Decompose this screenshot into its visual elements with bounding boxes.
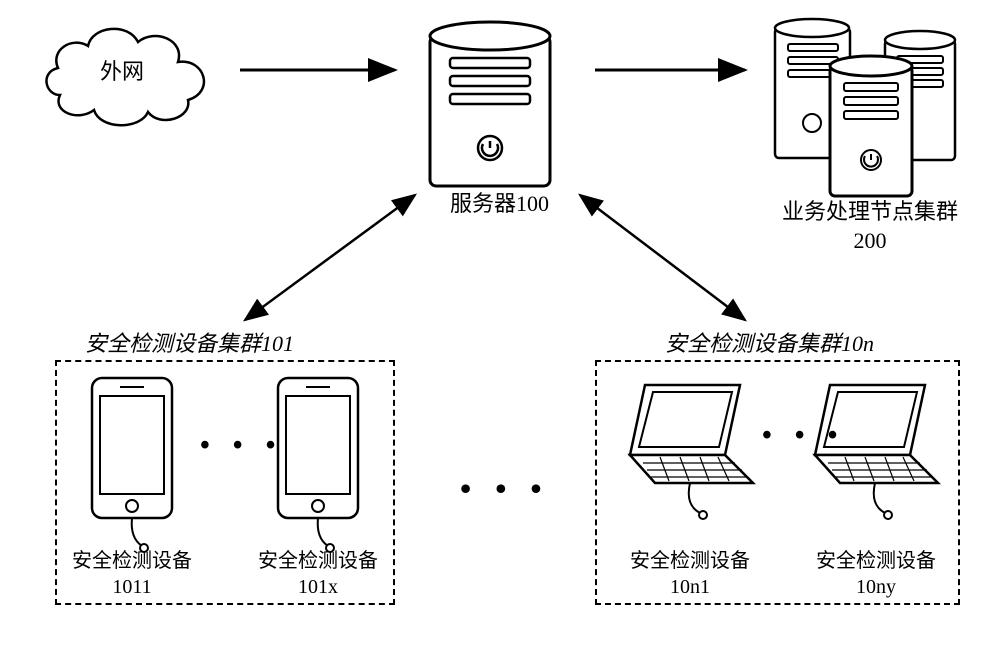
arrow-server-to-right-cluster	[580, 195, 745, 320]
server-label: 服务器100	[450, 190, 549, 219]
right-cluster-title: 安全检测设备集群10n	[665, 330, 874, 359]
right-cluster-ellipsis: • • •	[762, 420, 845, 452]
left-device-1-label-line1: 安全检测设备	[72, 548, 192, 574]
diagram-canvas: 外网 服务器100 业务处理节点集群 200 安全检测设备集群101 • • •…	[0, 0, 1000, 646]
clusters-ellipsis: • • •	[460, 470, 550, 507]
left-device-2-label-line2: 101x	[258, 574, 378, 600]
processing-cluster-label: 业务处理节点集群 200	[782, 198, 958, 255]
right-device-1-label-line1: 安全检测设备	[630, 548, 750, 574]
right-device-1-label: 安全检测设备 10n1	[630, 548, 750, 600]
arrow-server-to-left-cluster	[245, 195, 415, 320]
right-device-2-label: 安全检测设备 10ny	[816, 548, 936, 600]
left-device-1-label: 安全检测设备 1011	[72, 548, 192, 600]
processing-cluster-label-line1: 业务处理节点集群	[782, 198, 958, 227]
processing-cluster-label-line2: 200	[782, 227, 958, 256]
left-cluster-ellipsis: • • •	[200, 430, 283, 462]
processing-cluster-icon	[775, 19, 955, 196]
right-device-2-label-line1: 安全检测设备	[816, 548, 936, 574]
server-icon	[430, 22, 550, 186]
left-device-2-label: 安全检测设备 101x	[258, 548, 378, 600]
right-device-2-label-line2: 10ny	[816, 574, 936, 600]
left-device-1-label-line2: 1011	[72, 574, 192, 600]
cloud-label: 外网	[100, 58, 144, 87]
right-device-1-label-line2: 10n1	[630, 574, 750, 600]
left-device-2-label-line1: 安全检测设备	[258, 548, 378, 574]
left-cluster-title: 安全检测设备集群101	[85, 330, 294, 359]
